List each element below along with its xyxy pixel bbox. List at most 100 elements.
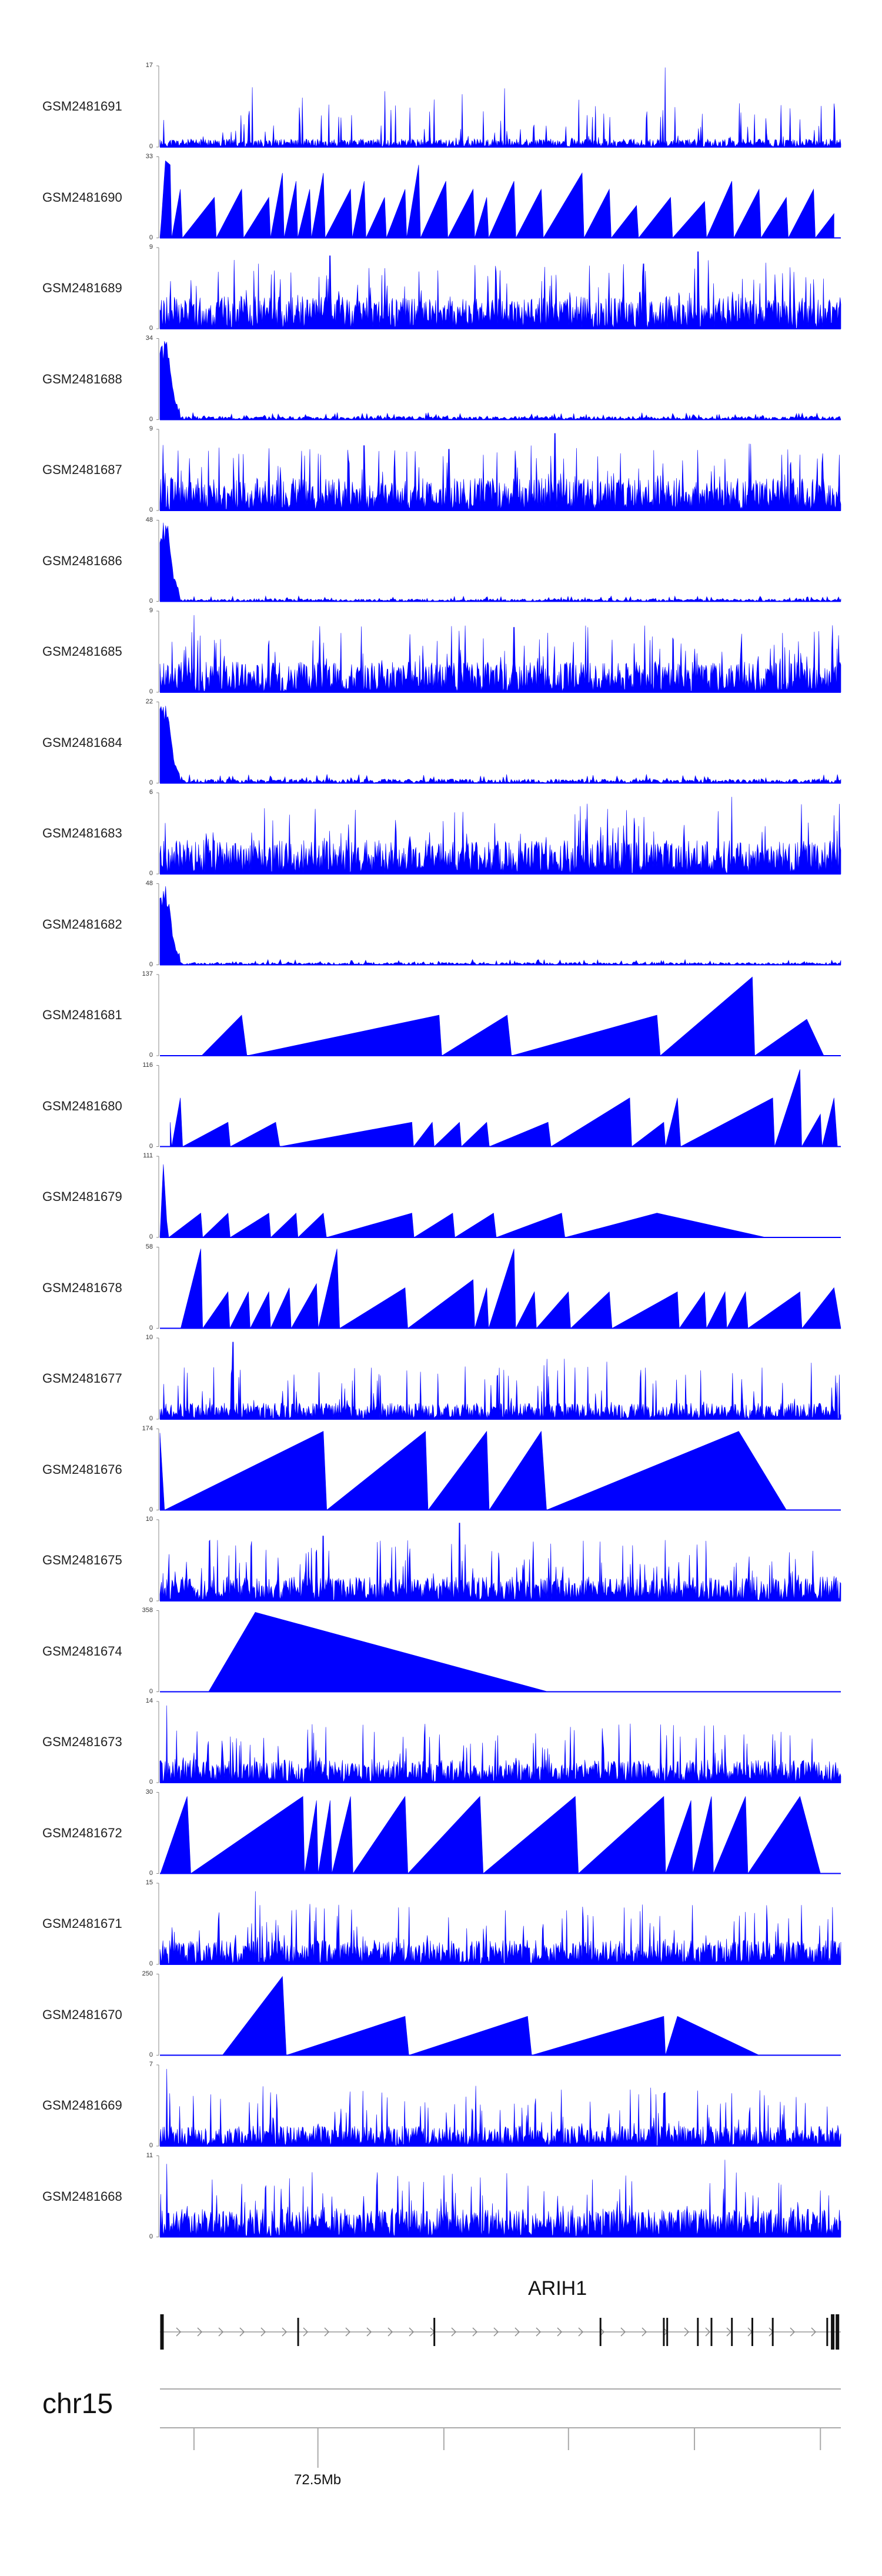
signal-area — [159, 1342, 841, 1420]
track-GSM2481673 — [156, 1701, 841, 1783]
strand-arrow — [705, 2327, 711, 2337]
track-name-label: GSM2481675 — [42, 1553, 122, 1567]
track-name-label: GSM2481668 — [42, 2188, 122, 2204]
strand-arrow — [451, 2327, 457, 2337]
track-ymin-label: 0 — [149, 2233, 153, 2240]
signal-area — [208, 1611, 549, 1692]
strand-arrow — [176, 2327, 182, 2337]
exon-block — [297, 2318, 299, 2346]
strand-arrow — [324, 2327, 330, 2337]
track-GSM2481672 — [156, 1792, 841, 1874]
track-GSM2481684 — [156, 702, 841, 784]
chromosome-label: chr15 — [42, 2388, 113, 2420]
track-ymin-label: 0 — [149, 325, 153, 332]
track-ymin-label: 0 — [149, 233, 153, 241]
signal-area — [159, 433, 841, 511]
track-ymax-label: 34 — [145, 334, 153, 342]
signal-area — [159, 615, 841, 693]
track-ymax-label: 7 — [149, 2061, 153, 2068]
track-ymax-label: 9 — [149, 607, 153, 614]
track-GSM2481686 — [156, 520, 841, 602]
track-ymin-label: 0 — [149, 870, 153, 877]
exon-block — [836, 2314, 840, 2350]
track-ymin-label: 0 — [149, 1597, 153, 1604]
track-GSM2481668 — [156, 2155, 841, 2238]
strand-arrow — [345, 2327, 351, 2337]
track-name-label: GSM2481676 — [42, 1461, 122, 1477]
track-name-label: GSM2481683 — [42, 826, 122, 840]
track-ymin-label: 0 — [149, 506, 153, 513]
strand-arrow — [387, 2327, 393, 2337]
track-name-label: GSM2481674 — [42, 1643, 122, 1659]
exon-block — [731, 2318, 733, 2346]
track-ymax-label: 48 — [145, 879, 153, 887]
signal-area — [159, 522, 841, 602]
track-ymax-label: 137 — [142, 970, 153, 977]
track-ymin-label: 0 — [149, 1778, 153, 1786]
track-GSM2481676 — [156, 1429, 841, 1511]
strand-arrow — [642, 2327, 647, 2337]
track-ymax-label: 15 — [145, 1879, 153, 1886]
exon-block — [666, 2318, 669, 2346]
track-ymax-label: 33 — [145, 152, 153, 160]
track-name-label: GSM2481678 — [42, 1280, 122, 1295]
track-ymin-label: 0 — [149, 1142, 153, 1150]
strand-arrow — [578, 2327, 584, 2337]
track-GSM2481685 — [156, 610, 841, 693]
track-ymin-label: 0 — [149, 1506, 153, 1513]
track-ymin-label: 0 — [149, 1687, 153, 1695]
track-GSM2481690 — [156, 156, 841, 239]
strand-arrow — [620, 2327, 626, 2337]
signal-area — [159, 1430, 787, 1511]
strand-arrow — [514, 2327, 520, 2337]
strand-arrow — [557, 2327, 563, 2337]
track-ymin-label: 0 — [149, 1869, 153, 1877]
exon-block — [433, 2318, 436, 2346]
track-ymin-label: 0 — [149, 1324, 153, 1332]
track-ymax-label: 6 — [149, 789, 153, 796]
signal-area — [159, 1705, 841, 1783]
track-GSM2481683 — [156, 792, 841, 875]
track-ymax-label: 22 — [145, 698, 153, 705]
strand-arrow — [790, 2327, 796, 2337]
exon-block — [831, 2314, 835, 2350]
track-GSM2481671 — [156, 1883, 841, 1965]
strand-arrow — [197, 2327, 203, 2337]
strand-arrow — [366, 2327, 372, 2337]
track-GSM2481669 — [156, 2064, 841, 2147]
track-ymin-label: 0 — [149, 2142, 153, 2149]
signal-area — [159, 706, 841, 784]
track-name-label: GSM2481682 — [42, 916, 122, 932]
track-ymin-label: 0 — [149, 415, 153, 423]
track-GSM2481670 — [156, 1974, 841, 2056]
track-ymax-label: 358 — [142, 1606, 153, 1614]
track-ymin-label: 0 — [149, 1415, 153, 1422]
signal-area — [159, 341, 841, 421]
strand-arrow — [260, 2327, 266, 2337]
track-ymax-label: 111 — [143, 1152, 153, 1159]
track-name-label: GSM2481679 — [42, 1189, 122, 1204]
track-ymin-label: 0 — [149, 1960, 153, 1967]
exon-block — [697, 2318, 699, 2346]
track-ymin-label: 0 — [149, 688, 153, 695]
track-GSM2481688 — [156, 338, 841, 421]
track-name-label: GSM2481671 — [42, 1916, 122, 1931]
strand-arrow — [536, 2327, 542, 2337]
track-name-label: GSM2481672 — [42, 1825, 122, 1840]
track-ymin-label: 0 — [149, 2051, 153, 2058]
signal-area — [180, 1249, 841, 1329]
exon-block — [710, 2318, 713, 2346]
track-name-label: GSM2481673 — [42, 1734, 122, 1749]
track-name-label: GSM2481680 — [42, 1098, 122, 1113]
track-ymax-label: 11 — [146, 2151, 153, 2159]
signal-area — [159, 251, 841, 329]
track-name-label: GSM2481689 — [42, 281, 122, 295]
track-ymax-label: 58 — [145, 1243, 153, 1250]
exon-block — [160, 2314, 164, 2350]
track-name-label: GSM2481684 — [42, 735, 122, 750]
track-ymax-label: 10 — [145, 1334, 153, 1341]
track-ymin-label: 0 — [149, 597, 153, 605]
track-GSM2481677 — [156, 1337, 841, 1420]
track-ymax-label: 48 — [145, 516, 153, 523]
